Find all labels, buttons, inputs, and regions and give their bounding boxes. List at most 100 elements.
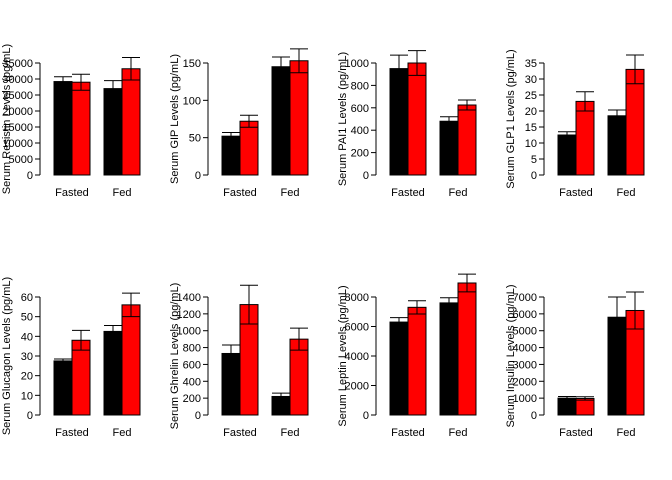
x-category-label: Fasted [223,187,257,199]
y-tick-label: 10 [21,390,33,402]
y-tick-label: 4000 [513,343,537,355]
y-tick-label: 0 [27,410,33,422]
y-tick-label: 10 [525,138,537,150]
bar [271,66,291,176]
y-tick-label: 15000 [2,122,33,134]
y-axis-label: Serum Resistin Levels (pg/mL) [1,44,13,194]
bar [53,81,73,176]
y-tick-label: 2000 [513,376,537,388]
y-tick-label: 600 [183,359,201,371]
y-tick-label: 50 [21,312,33,324]
y-tick-label: 20000 [2,106,33,118]
y-tick-label: 0 [531,170,537,182]
y-axis-label: Serum Ghrelin Levels (pg/mL) [169,283,181,430]
bar [439,120,459,176]
y-tick-label: 30 [525,74,537,86]
x-category-label: Fed [113,187,132,199]
y-tick-label: 3000 [513,359,537,371]
y-tick-label: 7000 [513,292,537,304]
chart-panel: 0 10 20 30 40 50 60 Fasted Fed Serum Glucagon Lev… [1,277,141,439]
y-tick-label: 1200 [177,309,201,321]
y-tick-label: 60 [21,292,33,304]
y-tick-label: 1000 [345,58,369,70]
y-tick-label: 600 [351,103,369,115]
y-tick-label: 5000 [513,326,537,338]
bar [221,352,241,416]
y-tick-label: 150 [183,58,201,70]
y-tick-label: 6000 [513,309,537,321]
y-tick-label: 5 [531,154,537,166]
y-tick-label: 15 [525,122,537,134]
bar [239,120,259,176]
y-tick-label: 20 [21,371,33,383]
bar [457,104,477,176]
y-tick-label: 30000 [2,74,33,86]
y-tick-label: 35000 [2,58,33,70]
y-tick-label: 400 [183,376,201,388]
x-category-label: Fed [617,427,636,439]
y-tick-label: 400 [351,125,369,137]
y-tick-label: 1000 [177,326,201,338]
bar [71,81,91,176]
bar [53,360,73,416]
y-axis-label: Serum PAI1 Levels (pg/mL) [337,52,349,186]
chart-panel: 0 5000 10000 15000 20000 25000 30000 35000 Faste… [1,44,141,199]
x-category-label: Fed [617,187,636,199]
y-tick-label: 5000 [9,154,33,166]
bar [221,135,241,176]
y-tick-label: 200 [183,393,201,405]
chart-panel: 0 5 10 15 20 25 30 35 Fasted Fed Serum GLP1 Levels… [505,49,645,199]
y-tick-label: 2000 [345,381,369,393]
x-category-label: Fasted [391,187,425,199]
chart-panel: 0 200 400 600 800 1000 1200 1400 Fasted Fed Serum … [169,283,309,439]
y-tick-label: 40 [21,331,33,343]
x-category-label: Fed [449,187,468,199]
bar [407,306,427,416]
y-axis-label: Serum Leptin Levels (pg/mL) [337,285,349,426]
y-tick-label: 200 [351,148,369,160]
y-tick-label: 25000 [2,90,33,102]
y-tick-label: 0 [195,170,201,182]
bar [575,397,595,416]
y-tick-label: 100 [183,95,201,107]
bar [103,330,123,416]
y-tick-label: 1000 [513,393,537,405]
bar [557,397,577,416]
y-tick-label: 0 [363,410,369,422]
x-category-label: Fasted [391,427,425,439]
bar [575,100,595,176]
y-tick-label: 30 [21,351,33,363]
bar [439,302,459,416]
y-tick-label: 4000 [345,351,369,363]
x-category-label: Fasted [55,427,89,439]
x-category-label: Fed [113,427,132,439]
chart-panel: 0 200 400 600 800 1000 Fasted Fed Serum PAI1 Lev… [337,50,477,199]
bar [121,304,141,416]
bar [103,88,123,176]
y-tick-label: 800 [351,80,369,92]
bar [557,134,577,176]
y-tick-label: 800 [183,343,201,355]
bar [607,115,627,176]
x-category-label: Fed [449,427,468,439]
x-category-label: Fasted [55,187,89,199]
y-tick-label: 0 [195,410,201,422]
x-category-label: Fasted [559,187,593,199]
y-tick-label: 10000 [2,138,33,150]
bar [389,68,409,176]
bar [389,321,409,416]
y-tick-label: 0 [27,170,33,182]
x-category-label: Fasted [223,427,257,439]
y-axis-label: Serum Glucagon Levels (pg/mL) [1,277,13,435]
y-axis-label: Serum Insulin Levels (pg/mL) [505,284,517,427]
chart-panel: 0 50 100 150 Fasted Fed Serum GIP Levels (pg/m… [169,48,309,199]
y-tick-label: 8000 [345,292,369,304]
chart-panel: 0 2000 4000 6000 8000 Fasted Fed Serum Leptin L… [337,273,477,439]
y-tick-label: 20 [525,106,537,118]
chart-panel: 0 1000 2000 3000 4000 5000 6000 7000 Fasted Fed Se… [505,284,645,439]
y-tick-label: 6000 [345,322,369,334]
y-tick-label: 1400 [177,292,201,304]
y-tick-label: 0 [363,170,369,182]
y-tick-label: 35 [525,58,537,70]
